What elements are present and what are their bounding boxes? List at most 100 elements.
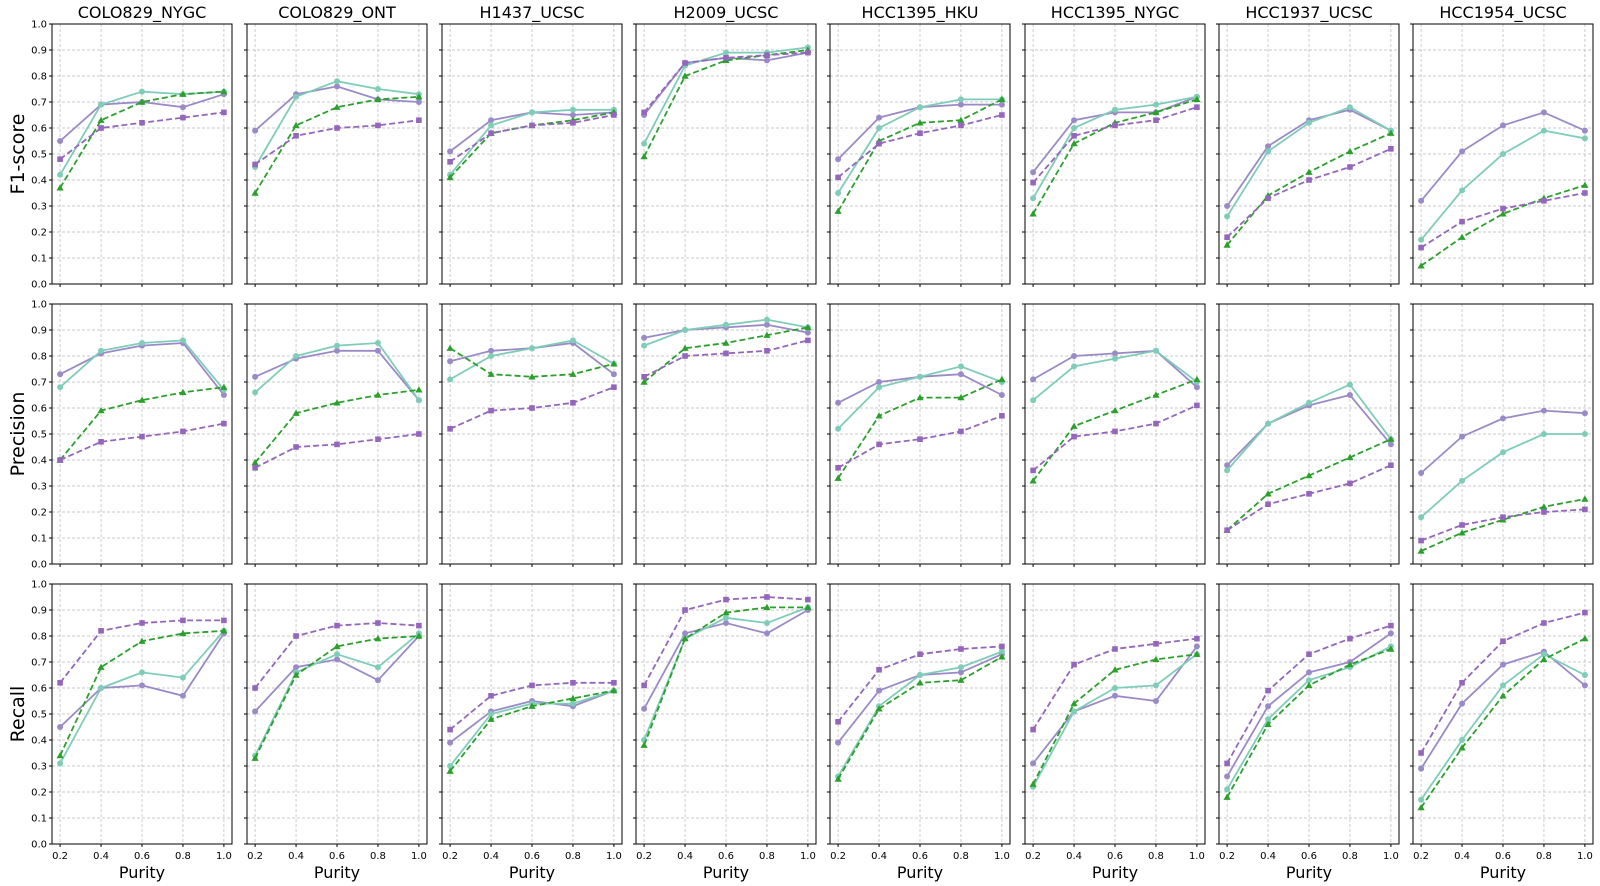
data-point	[220, 627, 228, 634]
data-point	[252, 161, 258, 168]
data-point	[1071, 363, 1078, 370]
data-point	[835, 719, 841, 725]
data-point	[1265, 420, 1272, 427]
row-label: Precision	[7, 392, 29, 477]
subplot-frame	[829, 303, 1011, 565]
x-tick-label: 1.0	[800, 851, 816, 862]
data-point	[570, 400, 576, 406]
row-label: F1-score	[7, 114, 29, 195]
x-tick-label: 1.0	[411, 851, 427, 862]
data-point	[1153, 420, 1159, 427]
y-tick-label: 0.9	[31, 606, 47, 617]
data-point	[374, 677, 381, 684]
subplot-frame	[441, 583, 623, 845]
data-point	[1540, 407, 1547, 414]
data-point	[528, 702, 536, 709]
data-point	[447, 376, 454, 383]
data-point	[876, 687, 883, 694]
data-point	[1029, 780, 1037, 787]
data-point	[1388, 146, 1394, 152]
data-point	[641, 342, 648, 349]
data-point	[1541, 620, 1547, 626]
data-point	[1458, 529, 1466, 536]
data-point	[723, 620, 729, 626]
subplot: 0.2 0.4 0.6 0.8 1.0 Purity	[1410, 583, 1594, 882]
data-point	[876, 441, 882, 448]
data-point	[1193, 95, 1201, 103]
y-tick-label: 0.8	[31, 632, 47, 643]
subplot	[1022, 23, 1206, 287]
data-point	[446, 173, 454, 181]
data-point	[1458, 744, 1466, 751]
data-point	[1541, 509, 1547, 515]
series-line	[1226, 645, 1392, 790]
x-tick-label: 0.2	[1219, 851, 1235, 862]
data-point	[1223, 793, 1231, 800]
data-point	[957, 116, 965, 123]
data-point	[1459, 700, 1466, 707]
series-line	[1226, 383, 1392, 471]
data-point	[1112, 355, 1118, 362]
subplot	[1216, 23, 1400, 287]
data-point	[251, 754, 259, 761]
data-point	[957, 676, 965, 683]
data-point	[1224, 773, 1231, 780]
data-point	[447, 159, 453, 165]
data-point	[334, 347, 340, 354]
data-point	[1459, 477, 1466, 484]
y-tick-label: 0.4	[31, 176, 47, 187]
data-point	[57, 371, 64, 378]
subplot-frame	[51, 583, 233, 845]
subplot: 0.2 0.4 0.6 0.8 1.0 Purity	[244, 583, 428, 882]
data-point	[1152, 682, 1159, 689]
data-point	[1417, 547, 1425, 554]
y-tick-label: 0.4	[31, 736, 47, 747]
data-point	[292, 121, 300, 129]
y-tick-label: 0.3	[31, 762, 47, 773]
data-point	[251, 459, 259, 466]
data-point	[252, 389, 259, 396]
data-point	[804, 603, 812, 611]
data-point	[98, 125, 104, 131]
data-point	[917, 651, 923, 657]
data-point	[1193, 375, 1201, 383]
data-point	[98, 628, 104, 634]
data-point	[1306, 669, 1312, 676]
series-line	[1226, 147, 1392, 238]
data-point	[1500, 205, 1506, 212]
data-point	[569, 700, 576, 707]
data-point	[610, 687, 618, 694]
subplot-frame	[1412, 303, 1594, 565]
x-axis-label: Purity	[119, 863, 165, 882]
data-point	[488, 407, 494, 414]
data-point	[334, 622, 340, 629]
data-point	[763, 603, 771, 611]
x-tick-label: 0.8	[953, 851, 969, 862]
data-point	[1071, 433, 1077, 440]
data-point	[1581, 410, 1588, 417]
data-point	[569, 694, 577, 702]
data-point	[1346, 392, 1353, 398]
data-point	[1112, 106, 1118, 113]
subplot-frame	[1412, 23, 1594, 285]
data-point	[1500, 449, 1506, 456]
data-point	[763, 331, 771, 338]
x-tick-label: 0.4	[483, 851, 499, 862]
x-tick-label: 0.2	[442, 851, 458, 862]
data-point	[446, 344, 454, 351]
data-point	[610, 360, 618, 367]
subplot	[633, 23, 817, 287]
data-point	[1459, 148, 1466, 155]
data-point	[529, 345, 535, 352]
data-point	[98, 101, 105, 108]
row-label: Recall	[7, 686, 29, 743]
data-point	[97, 407, 105, 414]
data-point	[1030, 179, 1036, 186]
data-point	[57, 680, 63, 686]
data-point	[221, 617, 227, 624]
data-point	[293, 664, 300, 671]
data-point	[1346, 453, 1354, 461]
series-line	[254, 635, 419, 759]
data-point	[1500, 638, 1506, 644]
data-point	[834, 207, 842, 214]
